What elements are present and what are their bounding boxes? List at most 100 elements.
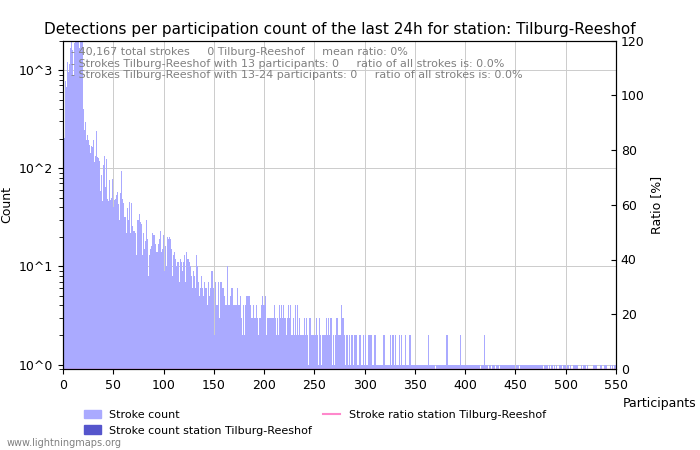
Bar [400, 364, 401, 450]
Bar [173, 255, 174, 450]
Bar [396, 364, 398, 450]
Bar [568, 364, 569, 450]
Bar [333, 335, 334, 450]
Bar [202, 288, 203, 450]
Bar [575, 364, 576, 450]
Bar [321, 364, 322, 450]
Bar [138, 220, 139, 450]
Bar [82, 31, 83, 450]
Bar [331, 318, 332, 450]
Bar [111, 198, 112, 450]
Bar [378, 364, 379, 450]
Bar [561, 364, 562, 450]
Bar [391, 364, 392, 450]
Bar [401, 335, 402, 450]
Bar [189, 262, 190, 450]
Bar [398, 364, 399, 450]
Bar [284, 318, 285, 450]
Bar [476, 364, 477, 450]
Bar [212, 271, 214, 450]
Bar [559, 364, 560, 450]
Bar [246, 296, 248, 450]
Bar [256, 318, 258, 450]
Bar [311, 335, 312, 450]
Bar [76, 27, 78, 450]
Bar [359, 335, 360, 450]
Bar [301, 335, 302, 450]
Bar [403, 364, 405, 450]
Bar [158, 244, 159, 450]
Bar [477, 364, 479, 450]
Bar [442, 364, 444, 450]
Bar [258, 318, 260, 450]
Bar [99, 191, 101, 450]
Bar [587, 364, 588, 450]
Bar [206, 288, 207, 450]
Bar [233, 306, 235, 450]
Bar [551, 364, 552, 450]
Bar [492, 364, 493, 450]
Bar [177, 262, 178, 450]
Bar [462, 364, 463, 450]
Bar [494, 364, 495, 450]
Bar [235, 306, 237, 450]
Bar [78, 48, 80, 450]
Bar [470, 364, 472, 450]
Bar [92, 140, 94, 450]
Bar [96, 131, 97, 450]
Bar [128, 220, 129, 450]
Bar [248, 296, 249, 450]
Bar [377, 364, 378, 450]
Bar [506, 364, 507, 450]
Bar [474, 364, 475, 450]
Bar [564, 364, 565, 450]
Bar [129, 202, 130, 450]
Bar [183, 262, 184, 450]
Bar [475, 364, 476, 450]
Bar [419, 364, 421, 450]
Bar [112, 180, 113, 450]
Bar [387, 364, 388, 450]
Bar [438, 364, 440, 450]
Bar [293, 318, 294, 450]
Bar [113, 207, 114, 450]
Bar [339, 335, 340, 450]
Bar [415, 364, 416, 450]
Bar [102, 201, 103, 450]
Bar [147, 239, 148, 450]
Bar [604, 364, 606, 450]
Bar [560, 364, 561, 450]
Bar [372, 364, 373, 450]
Bar [486, 364, 488, 450]
Bar [176, 266, 177, 450]
Bar [159, 239, 160, 450]
Bar [220, 282, 221, 450]
Bar [452, 364, 453, 450]
Bar [496, 364, 497, 450]
Bar [500, 364, 501, 450]
Bar [127, 208, 128, 450]
Bar [121, 171, 122, 450]
Bar [154, 235, 155, 450]
Bar [117, 192, 118, 450]
Bar [417, 364, 419, 450]
Bar [307, 335, 308, 450]
Bar [137, 220, 138, 450]
Bar [270, 318, 271, 450]
Bar [536, 364, 537, 450]
Bar [521, 364, 522, 450]
Bar [376, 364, 377, 450]
Bar [281, 318, 283, 450]
Bar [294, 335, 295, 450]
Bar [115, 199, 116, 450]
Bar [136, 255, 137, 450]
Bar [90, 153, 91, 450]
Bar [360, 335, 361, 450]
Bar [463, 364, 465, 450]
Text: Participants: Participants [623, 397, 696, 410]
Bar [244, 335, 246, 450]
Bar [181, 262, 182, 450]
Bar [518, 364, 519, 450]
Bar [428, 335, 430, 450]
Bar [271, 318, 272, 450]
